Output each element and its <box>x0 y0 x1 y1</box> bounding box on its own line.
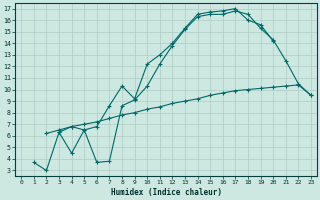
X-axis label: Humidex (Indice chaleur): Humidex (Indice chaleur) <box>111 188 221 197</box>
